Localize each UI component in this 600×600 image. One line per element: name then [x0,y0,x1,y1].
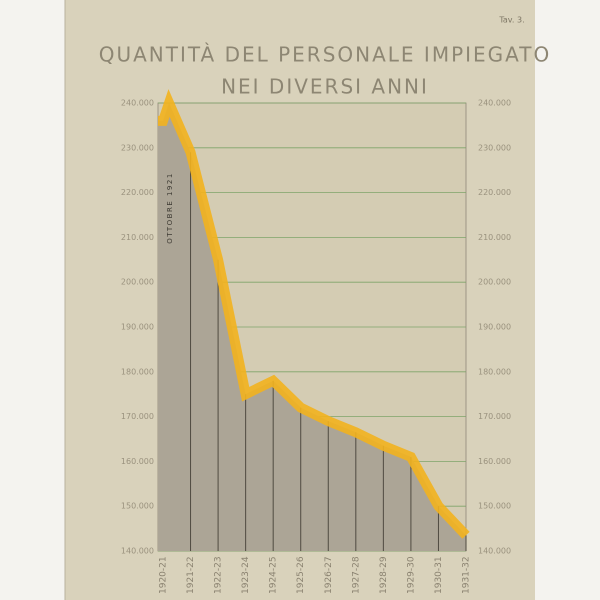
y2-tick-label: 140.000 [478,547,511,556]
y-tick-label: 240.000 [121,99,154,108]
y-tick-label: 150.000 [121,502,154,511]
y-tick-label: 230.000 [121,143,154,152]
x-tick-label: 1926-27 [324,556,334,594]
x-tick-label: 1930-31 [434,556,444,594]
y2-tick-label: 160.000 [478,457,511,466]
y-tick-label: 200.000 [121,278,154,287]
y2-tick-label: 200.000 [478,278,511,287]
y2-tick-label: 150.000 [478,502,511,511]
y2-tick-label: 230.000 [478,143,511,152]
y-tick-label: 160.000 [121,457,154,466]
plate-label: Tav. 3. [498,16,524,25]
y-tick-label: 210.000 [121,233,154,242]
x-tick-label: 1921-22 [186,556,196,594]
y-tick-label: 220.000 [121,188,154,197]
y2-tick-label: 180.000 [478,367,511,376]
x-tick-label: 1928-29 [379,556,389,594]
x-tick-label: 1929-30 [406,556,416,594]
chart-title: QUANTITÀ DEL PERSONALE IMPIEGATO [99,43,552,67]
annotation: OTTOBRE 1921 [166,172,174,244]
line [158,89,470,539]
y2-tick-label: 240.000 [478,99,511,108]
y-tick-label: 190.000 [121,323,154,332]
y2-tick-label: 220.000 [478,188,511,197]
x-tick-label: 1922-23 [214,556,224,594]
y-tick-label: 140.000 [121,547,154,556]
y-tick-label: 170.000 [121,412,154,421]
x-tick-label: 1927-28 [351,556,361,594]
y2-tick-label: 210.000 [478,233,511,242]
chart-subtitle: NEI DIVERSI ANNI [221,75,429,99]
x-tick-label: 1925-26 [296,556,306,594]
y2-tick-label: 190.000 [478,323,511,332]
x-tick-label: 1920-21 [159,556,169,594]
x-tick-label: 1923-24 [241,556,251,594]
y2-tick-label: 170.000 [478,412,511,421]
area [158,103,466,551]
x-tick-label: 1924-25 [269,556,279,594]
y-tick-label: 180.000 [121,367,154,376]
x-tick-label: 1931-32 [462,556,472,594]
